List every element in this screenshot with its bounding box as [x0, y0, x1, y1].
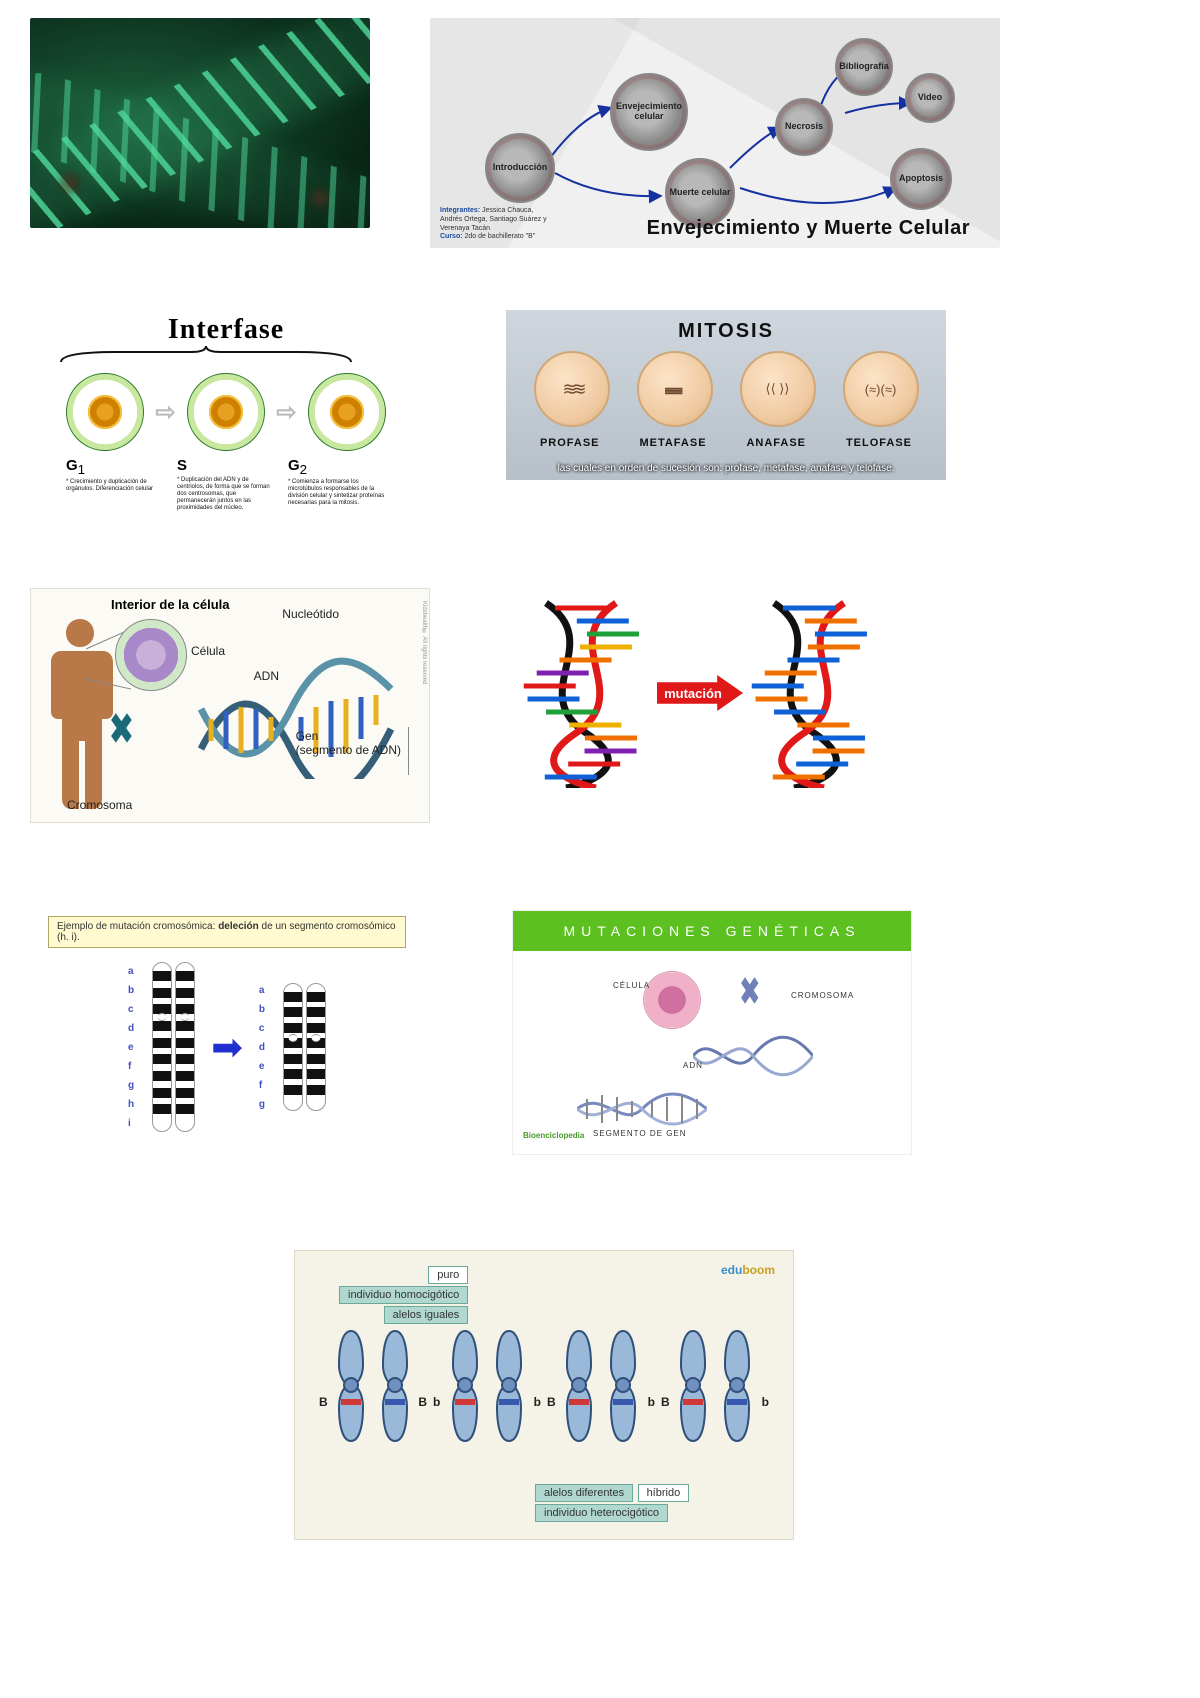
- mitosis-caption: las cuales en orden de sucesión son: pro…: [506, 463, 946, 474]
- lbl-celula2: CÉLULA: [613, 981, 650, 990]
- mutaciones-geneticas-diagram: MUTACIONES GENÉTICAS CÉLULA ✖ CROMOSOMA …: [512, 910, 912, 1155]
- chromosome-icon: ✖: [739, 969, 761, 1015]
- cell-icon: [643, 971, 701, 1029]
- arrow-icon: ⇨: [276, 398, 296, 427]
- label-telofase: TELOFASE: [846, 437, 912, 449]
- homo-hetero-diagram: eduboom puro individuo homocigótico alel…: [294, 1250, 794, 1540]
- stage-anafase: ⟨⟨ ⟩⟩: [740, 351, 816, 427]
- stage-metafase: ||||: [637, 351, 713, 427]
- tags-hetero: alelos diferentes híbrido individuo hete…: [535, 1483, 689, 1523]
- deletion-diagram: Ejemplo de mutación cromosómica: deleció…: [42, 910, 412, 1150]
- arrow-icon: ⇨: [155, 398, 175, 427]
- cell-g2: [308, 373, 386, 451]
- dna-strand: [693, 1031, 813, 1081]
- chromosome-icon: ✖: [109, 704, 135, 755]
- bioencyclopedia-logo: Bioenciclopedia: [523, 1131, 584, 1140]
- tags-homo: puro individuo homocigótico alelos igual…: [339, 1265, 468, 1325]
- cell-s: [187, 373, 265, 451]
- mutgen-title: MUTACIONES GENÉTICAS: [513, 911, 911, 951]
- interfase-diagram: Interfase ⇨ ⇨ G1* Crecimiento y duplicac…: [56, 310, 396, 500]
- chromosome-pair: B b: [557, 1325, 645, 1445]
- cellaging-credits: Integrantes: Jessica Chauca, Andrés Orte…: [440, 207, 547, 242]
- cell-aging-infographic: Introducción Envejecimiento celular Muer…: [430, 18, 1000, 248]
- phase-labels: G1* Crecimiento y duplicación de orgánul…: [66, 457, 386, 511]
- mutation-arrow: mutación: [657, 675, 743, 711]
- node-video: Video: [905, 73, 955, 123]
- mitosis-diagram: MITOSIS ≋≋ |||| ⟨⟨ ⟩⟩ (≈)(≈) PROFASE MET…: [506, 310, 946, 480]
- lbl-cromosoma: Cromosoma: [67, 798, 132, 812]
- chromo-before: [152, 962, 195, 1132]
- cell-icon: [115, 619, 187, 691]
- mutation-diagram: mutación: [510, 588, 890, 798]
- stage-telofase: (≈)(≈): [843, 351, 919, 427]
- chromosome-pair: B b: [671, 1325, 759, 1445]
- cell-interior-diagram: Interior de la célula Célula ✖ Cromosoma: [30, 588, 430, 823]
- node-apoptosis: Apoptosis: [890, 148, 952, 210]
- lbl-gen: Gen(segmento de ADN): [296, 729, 401, 757]
- brace-icon: [56, 346, 356, 364]
- chromosome-pair: B B: [329, 1325, 417, 1445]
- interior-credit: Kidshealth® All rights reserved: [421, 601, 427, 684]
- node-necrosis: Necrosis: [775, 98, 833, 156]
- arrow-icon: ➡: [211, 1025, 243, 1070]
- chromo-after: [283, 983, 326, 1111]
- dna-3d-image: [30, 18, 370, 228]
- gene-segment: [577, 1089, 707, 1129]
- node-envejecimiento: Envejecimiento celular: [610, 73, 688, 151]
- mitosis-title: MITOSIS: [520, 320, 932, 343]
- interior-title: Interior de la célula: [111, 597, 230, 612]
- eduboom-logo: eduboom: [721, 1263, 775, 1277]
- label-profase: PROFASE: [540, 437, 600, 449]
- chromosome-pair: b b: [443, 1325, 531, 1445]
- cellaging-title: Envejecimiento y Muerte Celular: [647, 217, 970, 240]
- lbl-adn2: ADN: [683, 1061, 703, 1070]
- interfase-title: Interfase: [56, 314, 396, 346]
- node-bibliografia: Bibliografía: [835, 38, 893, 96]
- cell-g1: [66, 373, 144, 451]
- dna-before: [521, 598, 651, 788]
- label-metafase: METAFASE: [639, 437, 706, 449]
- letters-full: abcdefghi: [128, 966, 134, 1129]
- lbl-seg: SEGMENTO DE GEN: [593, 1129, 687, 1138]
- deletion-heading: Ejemplo de mutación cromosómica: deleció…: [48, 916, 406, 948]
- stage-profase: ≋≋: [534, 351, 610, 427]
- dna-after: [749, 598, 879, 788]
- node-introduccion: Introducción: [485, 133, 555, 203]
- lbl-cromo2: CROMOSOMA: [791, 991, 854, 1000]
- lbl-nucl: Nucleótido: [282, 607, 339, 621]
- label-anafase: ANAFASE: [746, 437, 806, 449]
- letters-short: abcdefg: [259, 985, 265, 1110]
- lbl-adn: ADN: [254, 669, 279, 683]
